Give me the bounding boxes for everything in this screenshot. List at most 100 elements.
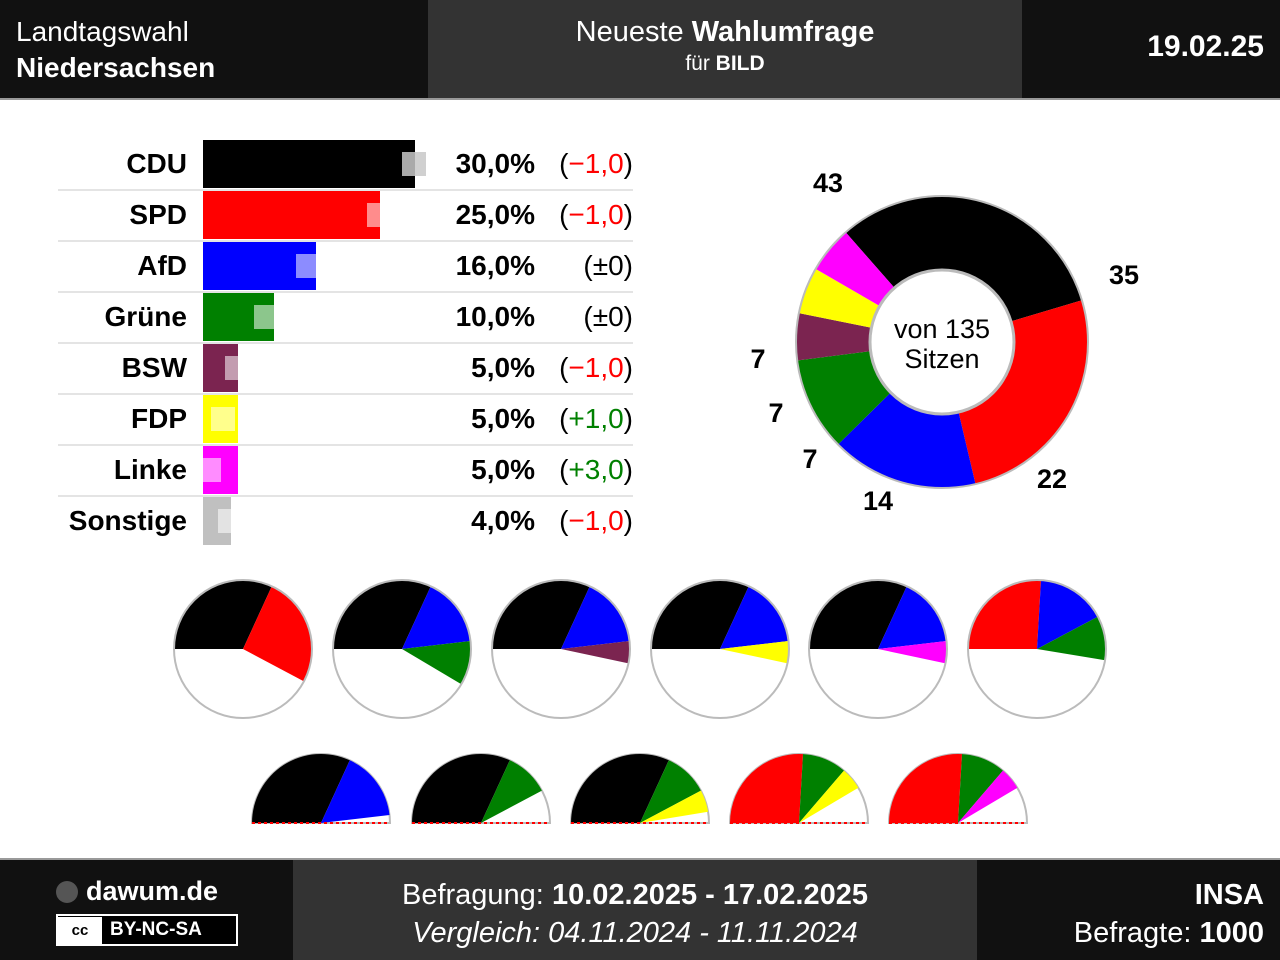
coalition-slice (878, 640, 947, 664)
coalition-slice (402, 586, 471, 649)
coalition-charts (173, 579, 1107, 824)
vote-share-label: 4,0% (471, 505, 535, 536)
coalition-slice (1037, 616, 1106, 661)
site-logo[interactable]: dawum.de (56, 876, 218, 907)
paren-close: ) (623, 454, 633, 485)
paren-close: ) (623, 505, 633, 536)
party-row: Sonstige 4,0% (−1,0) (58, 497, 633, 548)
vote-share-label: 5,0% (471, 454, 535, 485)
change-value: ±0 (592, 301, 624, 332)
party-name: CDU (126, 148, 187, 179)
vote-share-label: 5,0% (471, 403, 535, 434)
change-value: +3,0 (568, 454, 624, 485)
coalition-slice (561, 586, 630, 649)
footer: dawum.de cc BY-NC-SA Befragung: 10.02.202… (0, 860, 1280, 960)
coalition-slice (878, 586, 947, 649)
donut-center-label: Sitzen (904, 344, 979, 374)
party-row: CDU 30,0% (−1,0) (58, 140, 633, 191)
seat-count-label: 7 (802, 444, 817, 474)
footer-divider (0, 858, 1280, 860)
seat-count-label: 35 (1109, 260, 1139, 290)
donut-outline (795, 195, 1089, 489)
party-row: SPD 25,0% (−1,0) (58, 191, 633, 242)
change-label: (−1,0) (559, 505, 633, 537)
previous-value-marker (366, 203, 391, 227)
party-name: Grüne (104, 301, 187, 332)
paren-open: ( (559, 199, 569, 230)
party-name: AfD (137, 250, 187, 281)
paren-open: ( (559, 403, 569, 434)
previous-value-marker (225, 356, 250, 380)
seat-slice (838, 392, 976, 488)
vote-share-label: 10,0% (455, 301, 535, 332)
coalition-outline (173, 579, 313, 719)
previous-value-marker (296, 254, 321, 278)
header-divider (0, 98, 1280, 100)
change-value: ±0 (592, 250, 624, 281)
header-title: Landtagswahl Niedersachsen (0, 0, 428, 98)
compare-period: Vergleich: 04.11.2024 - 11.11.2024 (412, 917, 858, 949)
coalition-slice (720, 586, 789, 649)
seat-count-label: 7 (750, 344, 765, 374)
paren-close: ) (623, 148, 633, 179)
election-type: Landtagswahl (16, 16, 189, 47)
vote-bar (203, 140, 416, 188)
change-label: (−1,0) (559, 352, 633, 384)
vote-share-label: 16,0% (455, 250, 535, 281)
vote-bar (203, 191, 380, 239)
party-name: Sonstige (68, 505, 187, 536)
coalition-slice (640, 790, 709, 823)
cc-icon: cc (58, 917, 102, 945)
paren-open: ( (559, 148, 569, 179)
coalition-outline (332, 579, 472, 719)
change-label: (±0) (583, 301, 633, 333)
coalition-slice (889, 754, 963, 823)
header-poll-info: Neueste Wahlumfrage für BILD (428, 0, 1022, 98)
paren-close: ) (623, 403, 633, 434)
change-label: (±0) (583, 250, 633, 282)
seat-count-label: 7 (768, 398, 783, 428)
survey-label: Befragung: (401, 879, 552, 911)
change-label: (+3,0) (559, 454, 633, 486)
previous-value-marker (253, 305, 278, 329)
paren-open: ( (559, 352, 569, 383)
paren-open: ( (559, 505, 569, 536)
coalition-slice (571, 754, 669, 823)
seat-slice (798, 268, 880, 328)
change-value: −1,0 (568, 505, 624, 536)
party-name: SPD (129, 199, 187, 230)
seat-slice (815, 232, 895, 306)
header: Landtagswahl Niedersachsen Neueste Wahlu… (0, 0, 1280, 98)
coalition-slice (402, 640, 471, 685)
previous-value-marker (402, 152, 427, 176)
change-value: −1,0 (568, 148, 624, 179)
client-prefix: für (685, 52, 716, 75)
coalition-slice (412, 754, 510, 823)
paren-close: ) (623, 199, 633, 230)
coalition-outline (808, 579, 948, 719)
change-value: +1,0 (568, 403, 624, 434)
party-name: FDP (131, 403, 187, 434)
change-value: −1,0 (568, 199, 624, 230)
paren-close: ) (623, 352, 633, 383)
seat-count-label: 14 (863, 486, 893, 516)
party-row: Linke 5,0% (+3,0) (58, 446, 633, 497)
footer-brand: dawum.de cc BY-NC-SA (0, 860, 293, 960)
institute-name: INSA (1194, 879, 1264, 911)
coalition-slice (958, 754, 1003, 823)
coalition-slice (799, 770, 859, 823)
seat-slice (958, 300, 1088, 485)
seat-slice (845, 196, 1082, 322)
coalition-slice (968, 580, 1042, 649)
party-row: BSW 5,0% (−1,0) (58, 344, 633, 395)
coalition-outline (491, 579, 631, 719)
seat-slice (796, 313, 872, 361)
poll-label: Wahlumfrage (691, 16, 875, 48)
respondents-label: Befragte: (1073, 917, 1200, 949)
coalition-slice (561, 640, 630, 664)
coalition-slice (321, 760, 390, 823)
change-label: (−1,0) (559, 148, 633, 180)
change-label: (−1,0) (559, 199, 633, 231)
license-badge[interactable]: cc BY-NC-SA (56, 914, 238, 946)
